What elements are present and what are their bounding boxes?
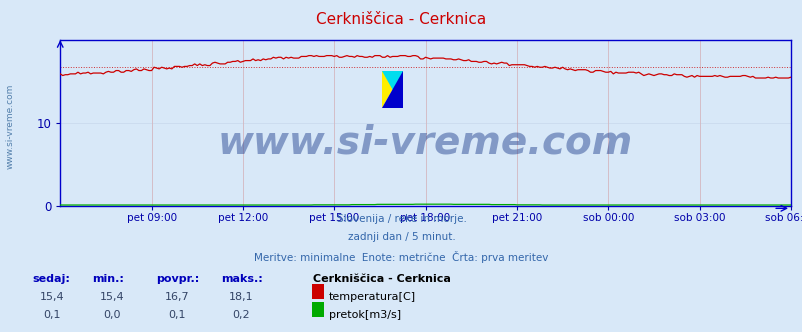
Text: 15,4: 15,4 — [100, 292, 124, 302]
Polygon shape — [382, 71, 403, 108]
Text: Cerkniščica - Cerknica: Cerkniščica - Cerknica — [316, 12, 486, 27]
Text: temperatura[C]: temperatura[C] — [329, 292, 415, 302]
Text: www.si-vreme.com: www.si-vreme.com — [5, 83, 14, 169]
Text: 18,1: 18,1 — [229, 292, 253, 302]
Text: 15,4: 15,4 — [40, 292, 64, 302]
Text: Cerkniščica - Cerknica: Cerkniščica - Cerknica — [313, 274, 451, 284]
Text: 16,7: 16,7 — [164, 292, 188, 302]
Text: povpr.:: povpr.: — [156, 274, 200, 284]
Text: 0,1: 0,1 — [43, 310, 61, 320]
Text: 0,2: 0,2 — [232, 310, 249, 320]
Text: Meritve: minimalne  Enote: metrične  Črta: prva meritev: Meritve: minimalne Enote: metrične Črta:… — [254, 251, 548, 263]
Text: min.:: min.: — [92, 274, 124, 284]
Text: 0,0: 0,0 — [103, 310, 121, 320]
Text: sedaj:: sedaj: — [32, 274, 70, 284]
Text: Slovenija / reke in morje.: Slovenija / reke in morje. — [336, 214, 466, 224]
Text: pretok[m3/s]: pretok[m3/s] — [329, 310, 401, 320]
Text: zadnji dan / 5 minut.: zadnji dan / 5 minut. — [347, 232, 455, 242]
Text: maks.:: maks.: — [221, 274, 262, 284]
Polygon shape — [382, 71, 403, 108]
Text: 0,1: 0,1 — [168, 310, 185, 320]
Polygon shape — [382, 71, 403, 108]
Text: www.si-vreme.com: www.si-vreme.com — [217, 124, 633, 162]
